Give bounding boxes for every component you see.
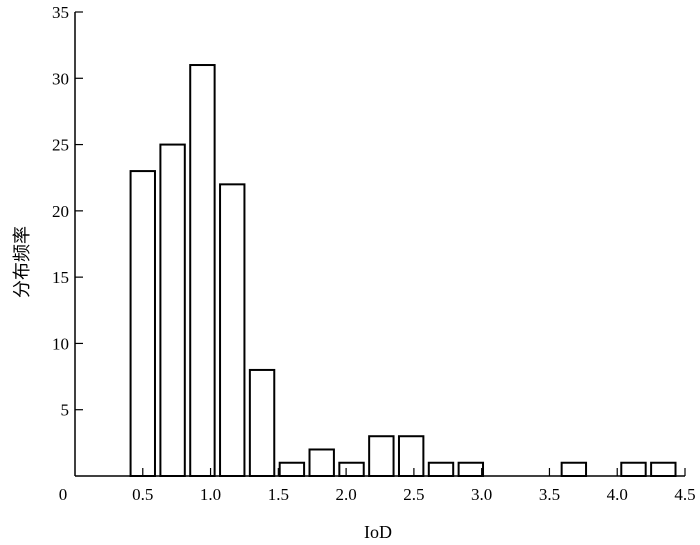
x-tick-label: 3.0 bbox=[471, 485, 492, 504]
axes-layer bbox=[74, 12, 685, 477]
y-tick-label: 35 bbox=[52, 3, 69, 22]
y-tick-label: 30 bbox=[52, 69, 69, 88]
bar-3 bbox=[219, 183, 246, 477]
bar-1 bbox=[159, 143, 186, 477]
bar-6 bbox=[308, 448, 335, 478]
x-tick-label: 3.5 bbox=[539, 485, 560, 504]
y-tick-label: 20 bbox=[52, 202, 69, 221]
bar-5 bbox=[278, 461, 306, 478]
x-tick-label: 1.5 bbox=[268, 485, 289, 504]
bar-9 bbox=[397, 435, 425, 478]
bar-2 bbox=[189, 64, 216, 478]
y-axis-label: 分布频率 bbox=[12, 226, 32, 298]
y-tick-label: 25 bbox=[52, 136, 69, 155]
x-tick-label: 4.5 bbox=[674, 485, 695, 504]
x-tick-label: 1.0 bbox=[200, 485, 221, 504]
bar-14 bbox=[650, 461, 677, 478]
bars-layer bbox=[129, 64, 677, 478]
x-tick-label: 0.5 bbox=[132, 485, 153, 504]
bar-0 bbox=[129, 170, 156, 477]
y-tick-label: 10 bbox=[52, 334, 69, 353]
bar-12 bbox=[560, 461, 588, 478]
origin-label: 0 bbox=[59, 485, 68, 504]
bar-7 bbox=[338, 461, 365, 478]
ticks-layer: 0.5 1.0 1.5 2.0 2.5 3.0 3.5 4.0 4.5 5 10 15 20 25 30 35 bbox=[52, 3, 696, 504]
y-tick-label: 5 bbox=[61, 401, 70, 420]
bar-13 bbox=[620, 461, 647, 478]
bar-4 bbox=[248, 368, 276, 478]
x-axis-label: IoD bbox=[364, 522, 392, 542]
bar-11 bbox=[457, 461, 485, 478]
x-tick-label: 2.5 bbox=[403, 485, 424, 504]
bar-8 bbox=[368, 435, 395, 478]
x-tick-label: 4.0 bbox=[607, 485, 628, 504]
x-tick-label: 2.0 bbox=[335, 485, 356, 504]
bar-10 bbox=[427, 461, 455, 478]
y-tick-label: 15 bbox=[52, 268, 69, 287]
